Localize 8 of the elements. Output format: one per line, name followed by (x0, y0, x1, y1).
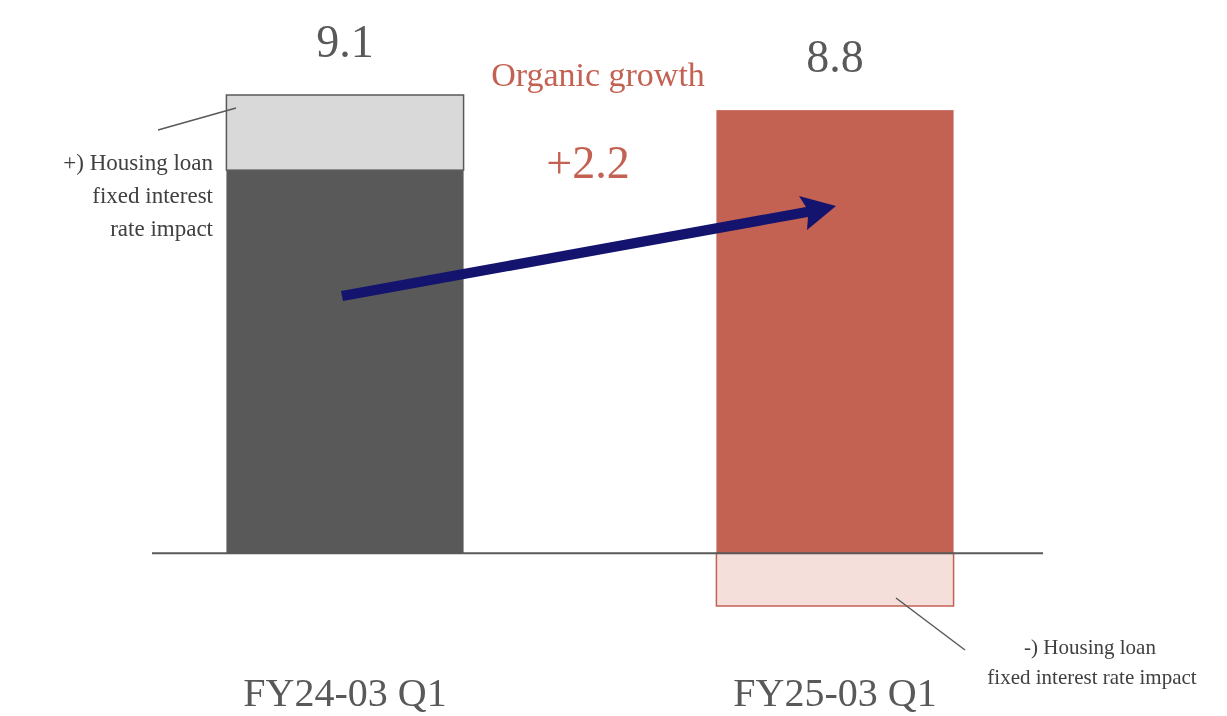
annotation: +2.2 (546, 137, 630, 188)
text: Organic growth (491, 56, 705, 93)
annotation: 8.8 (806, 31, 864, 83)
annotation: 9.1 (316, 16, 374, 67)
x-tick-label: FY25-03 Q1 (733, 670, 937, 715)
annotation: +) Housing loan fixed interest rate impact (63, 150, 214, 241)
x-tick-label: FY24-03 Q1 (243, 670, 447, 715)
text: -) Housing loan fixed interest rate impact (987, 635, 1197, 689)
